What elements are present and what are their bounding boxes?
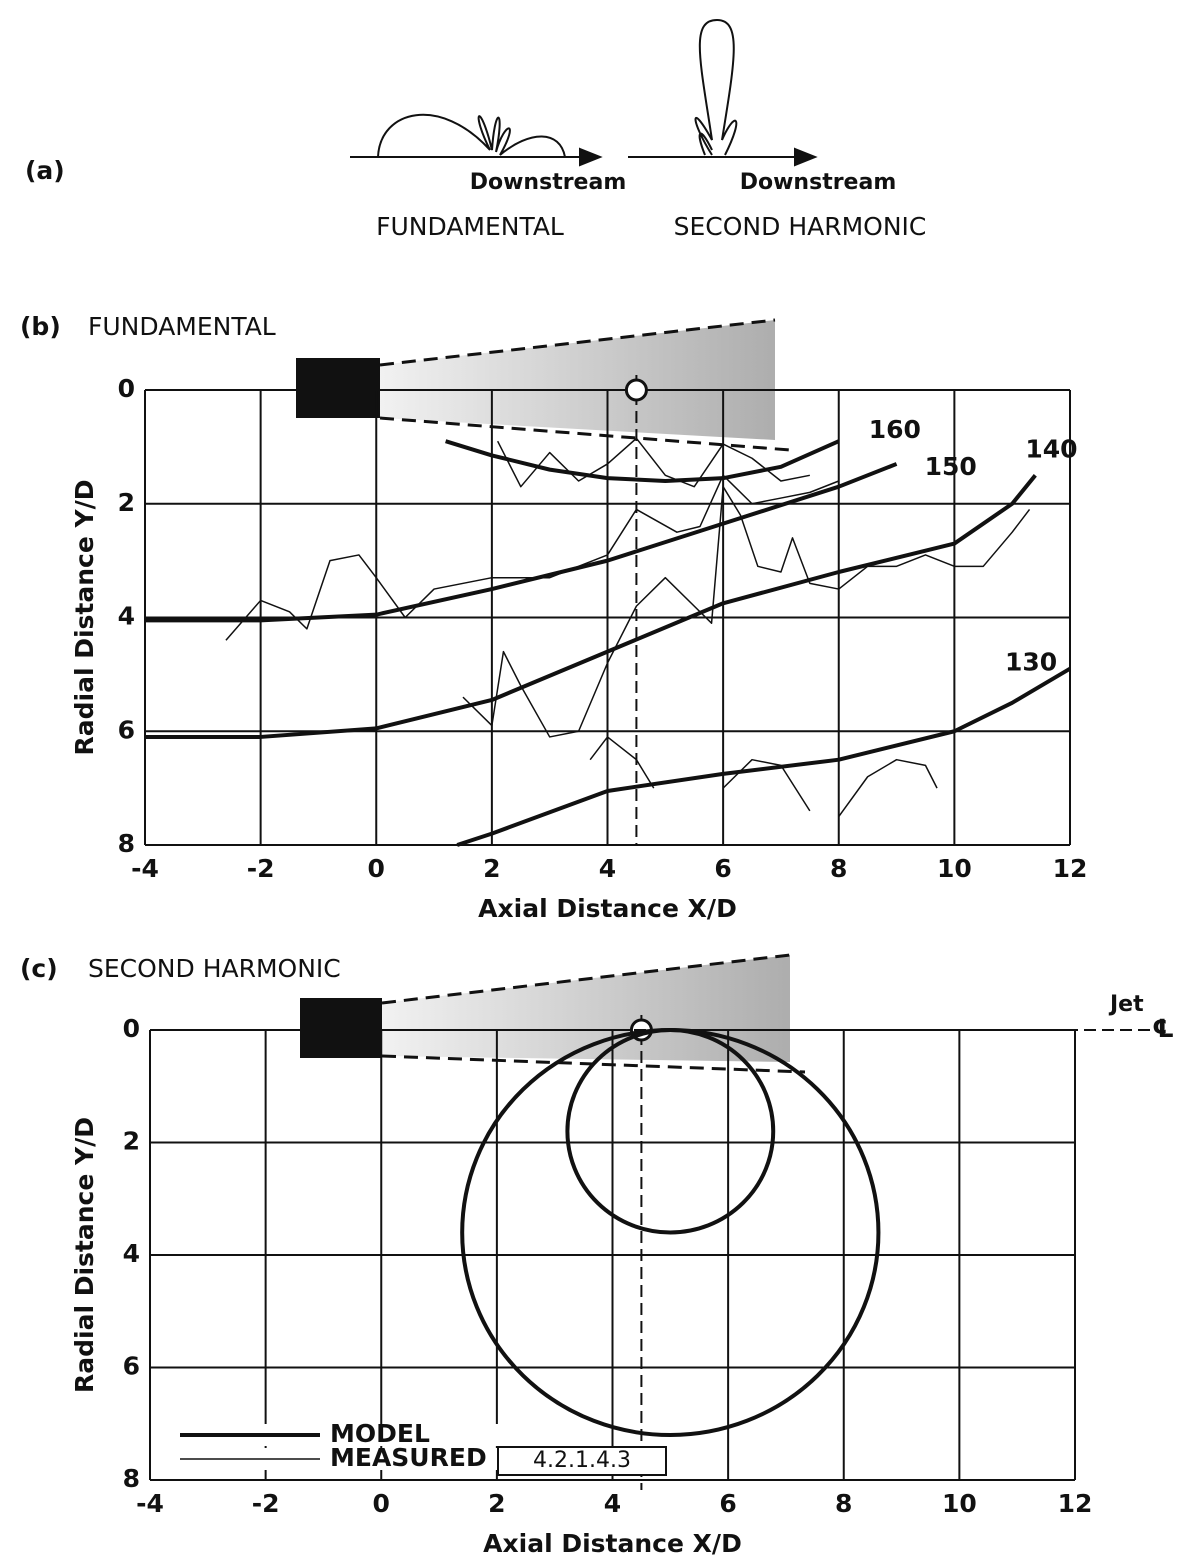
x-tick-label: -2 [252, 1489, 280, 1518]
chart-title: SECOND HARMONIC [88, 954, 341, 983]
legend-bg [176, 1448, 506, 1470]
y-tick-label: 2 [123, 1127, 140, 1156]
jet-region [380, 320, 775, 440]
y-tick-label: 8 [123, 1464, 140, 1493]
panel-label: (b) [20, 312, 61, 341]
y-tick-label: 2 [118, 488, 135, 517]
harmonic-name: SECOND HARMONIC [674, 212, 927, 241]
x-tick-label: 0 [368, 854, 385, 883]
contour-label: 140 [1025, 434, 1077, 463]
sketch-fundamental [350, 113, 603, 167]
x-tick-label: 6 [714, 854, 731, 883]
y-tick-label: 0 [118, 374, 135, 403]
legend-label: MEASURED [330, 1443, 487, 1472]
contour-line [589, 736, 938, 818]
source-marker [624, 378, 648, 402]
x-tick-label: 10 [937, 854, 972, 883]
contour-label: 150 [925, 452, 977, 481]
y-tick-label: 6 [118, 715, 135, 744]
nozzle [296, 358, 380, 418]
annotation: ℄ [1152, 1014, 1174, 1043]
chart-title: FUNDAMENTAL [88, 312, 276, 341]
x-tick-label: -4 [131, 854, 159, 883]
x-tick-label: 8 [835, 1489, 852, 1518]
x-tick-label: 12 [1058, 1489, 1093, 1518]
y-tick-label: 4 [123, 1239, 140, 1268]
x-tick-label: 4 [599, 854, 616, 883]
contour-line [445, 439, 840, 483]
annotation: Jet [1108, 992, 1144, 1017]
sketch-second-harmonic [628, 18, 818, 167]
x-axis-label: Axial Distance X/D [483, 1529, 742, 1558]
nozzle [300, 998, 382, 1058]
x-axis-label: Axial Distance X/D [478, 894, 737, 923]
x-tick-label: 4 [604, 1489, 621, 1518]
x-tick-label: 12 [1053, 854, 1088, 883]
legend-label: MODEL [330, 1419, 430, 1448]
y-tick-label: 6 [123, 1352, 140, 1381]
x-tick-label: 10 [942, 1489, 977, 1518]
contour-line [462, 485, 1031, 738]
x-tick-label: 8 [830, 854, 847, 883]
jet-boundary [379, 416, 791, 452]
x-tick-label: 0 [373, 1489, 390, 1518]
contour-line [456, 666, 1072, 847]
note-box [497, 1446, 667, 1476]
contour-line [565, 1028, 776, 1235]
x-tick-label: -2 [247, 854, 275, 883]
contour-line [145, 462, 898, 623]
legend-bg [176, 1424, 506, 1446]
contour-label: 160 [869, 415, 921, 444]
jet-boundary [379, 318, 776, 367]
caption: Downstream [470, 170, 627, 195]
x-tick-label: -4 [136, 1489, 164, 1518]
x-tick-label: 2 [483, 854, 500, 883]
contour-label: 130 [1005, 648, 1057, 677]
legend-note: 4.2.1.4.3 [533, 1448, 631, 1473]
y-axis-label: Radial Distance Y/D [70, 1117, 99, 1393]
y-axis-label: Radial Distance Y/D [70, 479, 99, 755]
harmonic-name: FUNDAMENTAL [376, 212, 564, 241]
caption: Downstream [740, 170, 897, 195]
y-tick-label: 8 [118, 829, 135, 858]
jet-region [382, 955, 790, 1062]
contour-line [225, 474, 840, 641]
y-tick-label: 4 [118, 602, 135, 631]
panel-label: (a) [25, 156, 65, 185]
x-tick-label: 2 [488, 1489, 505, 1518]
contour-line [145, 474, 1037, 739]
x-tick-label: 6 [719, 1489, 736, 1518]
panel-label: (c) [20, 954, 58, 983]
jet-boundary [381, 953, 791, 1005]
y-tick-label: 0 [123, 1014, 140, 1043]
contour-line [496, 437, 810, 488]
